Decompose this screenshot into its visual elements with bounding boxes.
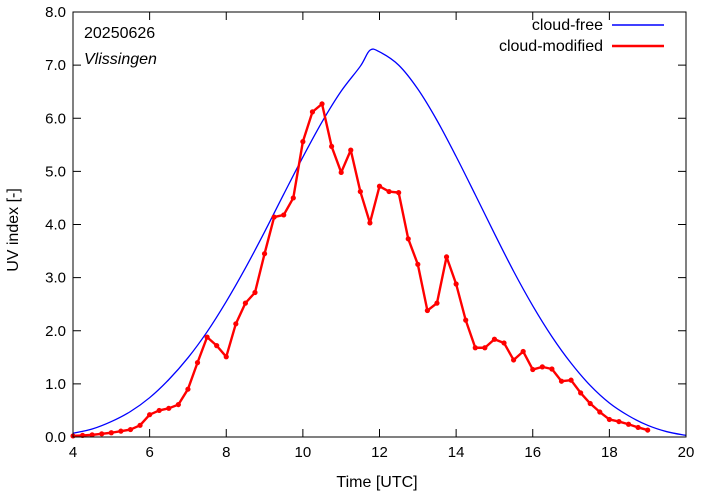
data-point-cloud-modified xyxy=(185,386,191,392)
data-point-cloud-modified xyxy=(501,340,507,346)
data-point-cloud-modified xyxy=(539,364,545,370)
data-point-cloud-modified xyxy=(233,321,239,327)
data-point-cloud-modified xyxy=(491,336,498,342)
data-point-cloud-modified xyxy=(625,421,632,427)
data-point-cloud-modified xyxy=(587,400,593,407)
y-tick-label: 4.0 xyxy=(45,217,66,234)
date-annotation: 20250626 xyxy=(84,25,155,42)
data-point-cloud-modified xyxy=(616,418,622,425)
data-point-cloud-modified xyxy=(568,377,574,383)
data-point-cloud-modified xyxy=(597,409,603,415)
data-point-cloud-modified xyxy=(463,317,469,323)
data-point-cloud-modified xyxy=(434,300,440,306)
data-point-cloud-modified xyxy=(386,188,392,195)
x-tick-label: 20 xyxy=(678,444,695,461)
data-point-cloud-modified xyxy=(482,345,488,351)
data-point-cloud-modified xyxy=(261,251,268,257)
data-point-cloud-modified xyxy=(549,366,555,372)
data-point-cloud-modified xyxy=(194,360,201,366)
x-tick-label: 8 xyxy=(222,444,230,461)
x-axis-title: Time [UTC] xyxy=(336,474,417,491)
data-point-cloud-modified xyxy=(137,422,143,428)
series-line-cloud-free xyxy=(72,48,687,437)
x-tick-label: 4 xyxy=(69,444,77,461)
y-axis-title: UV index [-] xyxy=(5,188,22,272)
y-tick-label: 7.0 xyxy=(45,57,66,74)
data-point-cloud-modified xyxy=(645,427,651,433)
data-point-cloud-modified xyxy=(118,428,124,434)
data-point-cloud-modified xyxy=(300,139,306,145)
y-tick-label: 5.0 xyxy=(45,163,66,180)
data-point-cloud-modified xyxy=(510,357,517,363)
data-point-cloud-modified xyxy=(520,348,526,355)
data-point-cloud-modified xyxy=(99,431,105,437)
x-tick-label: 14 xyxy=(448,444,465,461)
data-point-cloud-modified xyxy=(147,412,153,418)
data-point-cloud-modified xyxy=(89,432,95,438)
data-point-cloud-modified xyxy=(175,401,181,408)
legend: cloud-free cloud-modified xyxy=(499,17,664,55)
data-point-cloud-modified xyxy=(319,101,325,107)
data-point-cloud-modified xyxy=(166,405,172,411)
data-point-cloud-modified xyxy=(606,416,612,423)
data-point-cloud-modified xyxy=(242,300,249,306)
y-tick-label: 2.0 xyxy=(45,323,66,340)
data-point-cloud-modified xyxy=(214,343,220,349)
data-point-cloud-modified xyxy=(223,354,229,360)
series-layer xyxy=(70,48,687,439)
data-point-cloud-modified xyxy=(453,281,459,287)
data-point-cloud-modified xyxy=(558,378,565,384)
data-point-cloud-modified xyxy=(204,334,210,340)
y-tick-label: 3.0 xyxy=(45,270,66,287)
x-tick-label: 12 xyxy=(371,444,388,461)
data-point-cloud-modified xyxy=(252,289,258,296)
series-line-cloud-modified xyxy=(72,102,649,438)
legend-label-cloud-modified: cloud-modified xyxy=(499,38,603,55)
data-point-cloud-modified xyxy=(578,390,584,396)
data-point-cloud-modified xyxy=(127,426,134,433)
x-tick-label: 10 xyxy=(295,444,312,461)
data-point-cloud-modified xyxy=(271,214,277,220)
y-tick-label: 6.0 xyxy=(45,110,66,127)
data-point-cloud-modified xyxy=(338,169,344,176)
data-point-cloud-modified xyxy=(530,366,536,373)
data-point-cloud-modified xyxy=(376,183,383,189)
x-tick-label: 16 xyxy=(524,444,541,461)
data-point-cloud-modified xyxy=(156,407,162,414)
x-tick-label: 6 xyxy=(145,444,153,461)
location-annotation: Vlissingen xyxy=(84,51,157,68)
data-point-cloud-modified xyxy=(108,430,114,436)
data-point-cloud-modified xyxy=(405,236,411,242)
data-point-cloud-modified xyxy=(443,254,450,260)
data-point-cloud-modified xyxy=(309,109,316,115)
y-tick-label: 8.0 xyxy=(45,4,66,21)
data-point-cloud-modified xyxy=(357,188,363,195)
data-point-cloud-modified xyxy=(472,345,478,351)
data-point-cloud-modified xyxy=(396,190,402,196)
data-point-cloud-modified xyxy=(424,307,430,314)
data-point-cloud-modified xyxy=(635,424,641,431)
data-point-cloud-modified xyxy=(281,212,287,218)
y-tick-label: 0.0 xyxy=(45,429,66,446)
data-point-cloud-modified xyxy=(290,195,296,201)
x-tick-label: 18 xyxy=(601,444,618,461)
data-point-cloud-modified xyxy=(367,220,373,226)
data-point-cloud-modified xyxy=(348,147,354,153)
data-point-cloud-modified xyxy=(415,261,421,267)
y-tick-label: 1.0 xyxy=(45,376,66,393)
plot-frame xyxy=(72,11,687,438)
legend-label-cloud-free: cloud-free xyxy=(532,17,603,34)
data-point-cloud-modified xyxy=(329,143,335,150)
ticks-layer: 4 6 8 10 12 14 16 18 20 0.0 1.0 2.0 3.0 4.0 5.0 6.0 7.0 8… xyxy=(45,4,694,461)
